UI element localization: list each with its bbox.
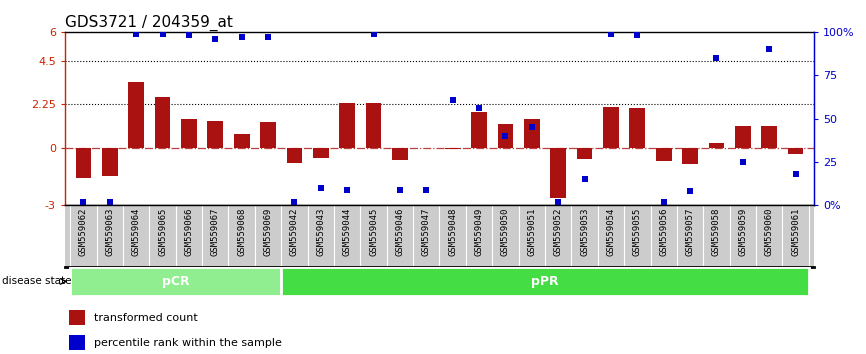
Bar	[365, 103, 381, 148]
Text: GSM559058: GSM559058	[712, 207, 721, 256]
Point	[762, 46, 776, 52]
Bar	[287, 148, 302, 163]
Point	[313, 185, 327, 191]
Point	[262, 34, 275, 40]
Text: pCR: pCR	[162, 275, 190, 288]
Point	[472, 105, 486, 111]
Text: GSM559068: GSM559068	[237, 207, 246, 256]
Point	[578, 176, 591, 182]
Point	[156, 31, 170, 36]
Text: GSM559043: GSM559043	[316, 207, 326, 256]
Bar	[735, 126, 751, 148]
Text: GSM559069: GSM559069	[263, 207, 273, 256]
Text: GSM559053: GSM559053	[580, 207, 589, 256]
Bar	[392, 148, 408, 160]
Text: GSM559045: GSM559045	[369, 207, 378, 256]
Text: GSM559051: GSM559051	[527, 207, 536, 256]
Text: GSM559050: GSM559050	[501, 207, 510, 256]
Point	[182, 33, 196, 38]
Bar	[339, 103, 355, 148]
Point	[736, 159, 750, 165]
Text: GSM559049: GSM559049	[475, 207, 483, 256]
Text: GSM559055: GSM559055	[633, 207, 642, 256]
Text: GSM559057: GSM559057	[686, 207, 695, 256]
Point	[209, 36, 223, 42]
Point	[499, 133, 513, 139]
Point	[366, 31, 380, 36]
Bar	[788, 148, 804, 154]
Text: GSM559063: GSM559063	[106, 207, 114, 256]
Text: GSM559054: GSM559054	[606, 207, 616, 256]
Point	[630, 33, 644, 38]
Bar	[68, 335, 85, 350]
Point	[789, 171, 803, 177]
Point	[129, 31, 143, 36]
Text: GSM559052: GSM559052	[553, 207, 563, 256]
Text: GDS3721 / 204359_at: GDS3721 / 204359_at	[65, 14, 233, 30]
Text: percentile rank within the sample: percentile rank within the sample	[94, 338, 282, 348]
Bar	[550, 148, 566, 198]
Text: GSM559059: GSM559059	[739, 207, 747, 256]
Text: GSM559066: GSM559066	[184, 207, 193, 256]
Bar	[155, 97, 171, 148]
Bar	[281, 267, 809, 296]
Point	[656, 199, 670, 205]
Bar	[524, 119, 540, 148]
Point	[103, 199, 117, 205]
Text: GSM559044: GSM559044	[343, 207, 352, 256]
Text: GSM559048: GSM559048	[449, 207, 457, 256]
Bar	[128, 82, 144, 148]
Text: GSM559046: GSM559046	[396, 207, 404, 256]
Text: pPR: pPR	[531, 275, 559, 288]
Bar	[207, 120, 223, 148]
Text: GSM559065: GSM559065	[158, 207, 167, 256]
Bar	[471, 112, 487, 148]
Bar	[708, 143, 724, 148]
Bar	[68, 310, 85, 325]
Bar	[260, 122, 276, 148]
Bar	[682, 148, 698, 164]
Point	[393, 187, 407, 193]
Bar	[445, 148, 461, 149]
Bar	[577, 148, 592, 159]
Bar	[498, 124, 514, 148]
Text: transformed count: transformed count	[94, 313, 198, 323]
Text: GSM559056: GSM559056	[659, 207, 669, 256]
Text: GSM559067: GSM559067	[210, 207, 220, 256]
Point	[683, 189, 697, 194]
Bar	[761, 126, 777, 148]
Bar	[234, 134, 249, 148]
Text: GSM559042: GSM559042	[290, 207, 299, 256]
Point	[419, 187, 433, 193]
Point	[76, 199, 90, 205]
Bar	[603, 107, 619, 148]
Bar	[181, 119, 197, 148]
Bar	[102, 148, 118, 176]
Bar	[70, 267, 281, 296]
Text: GSM559062: GSM559062	[79, 207, 88, 256]
Point	[552, 199, 565, 205]
Text: GSM559047: GSM559047	[422, 207, 430, 256]
Point	[604, 31, 617, 36]
Bar	[656, 148, 672, 161]
Point	[340, 187, 354, 193]
Bar	[75, 148, 91, 178]
Text: GSM559060: GSM559060	[765, 207, 773, 256]
Point	[525, 125, 539, 130]
Point	[235, 34, 249, 40]
Point	[288, 199, 301, 205]
Bar	[630, 108, 645, 148]
Point	[446, 97, 460, 102]
Text: disease state: disease state	[2, 276, 71, 286]
Bar	[313, 148, 329, 158]
Point	[709, 55, 723, 61]
Text: GSM559061: GSM559061	[791, 207, 800, 256]
Text: GSM559064: GSM559064	[132, 207, 140, 256]
